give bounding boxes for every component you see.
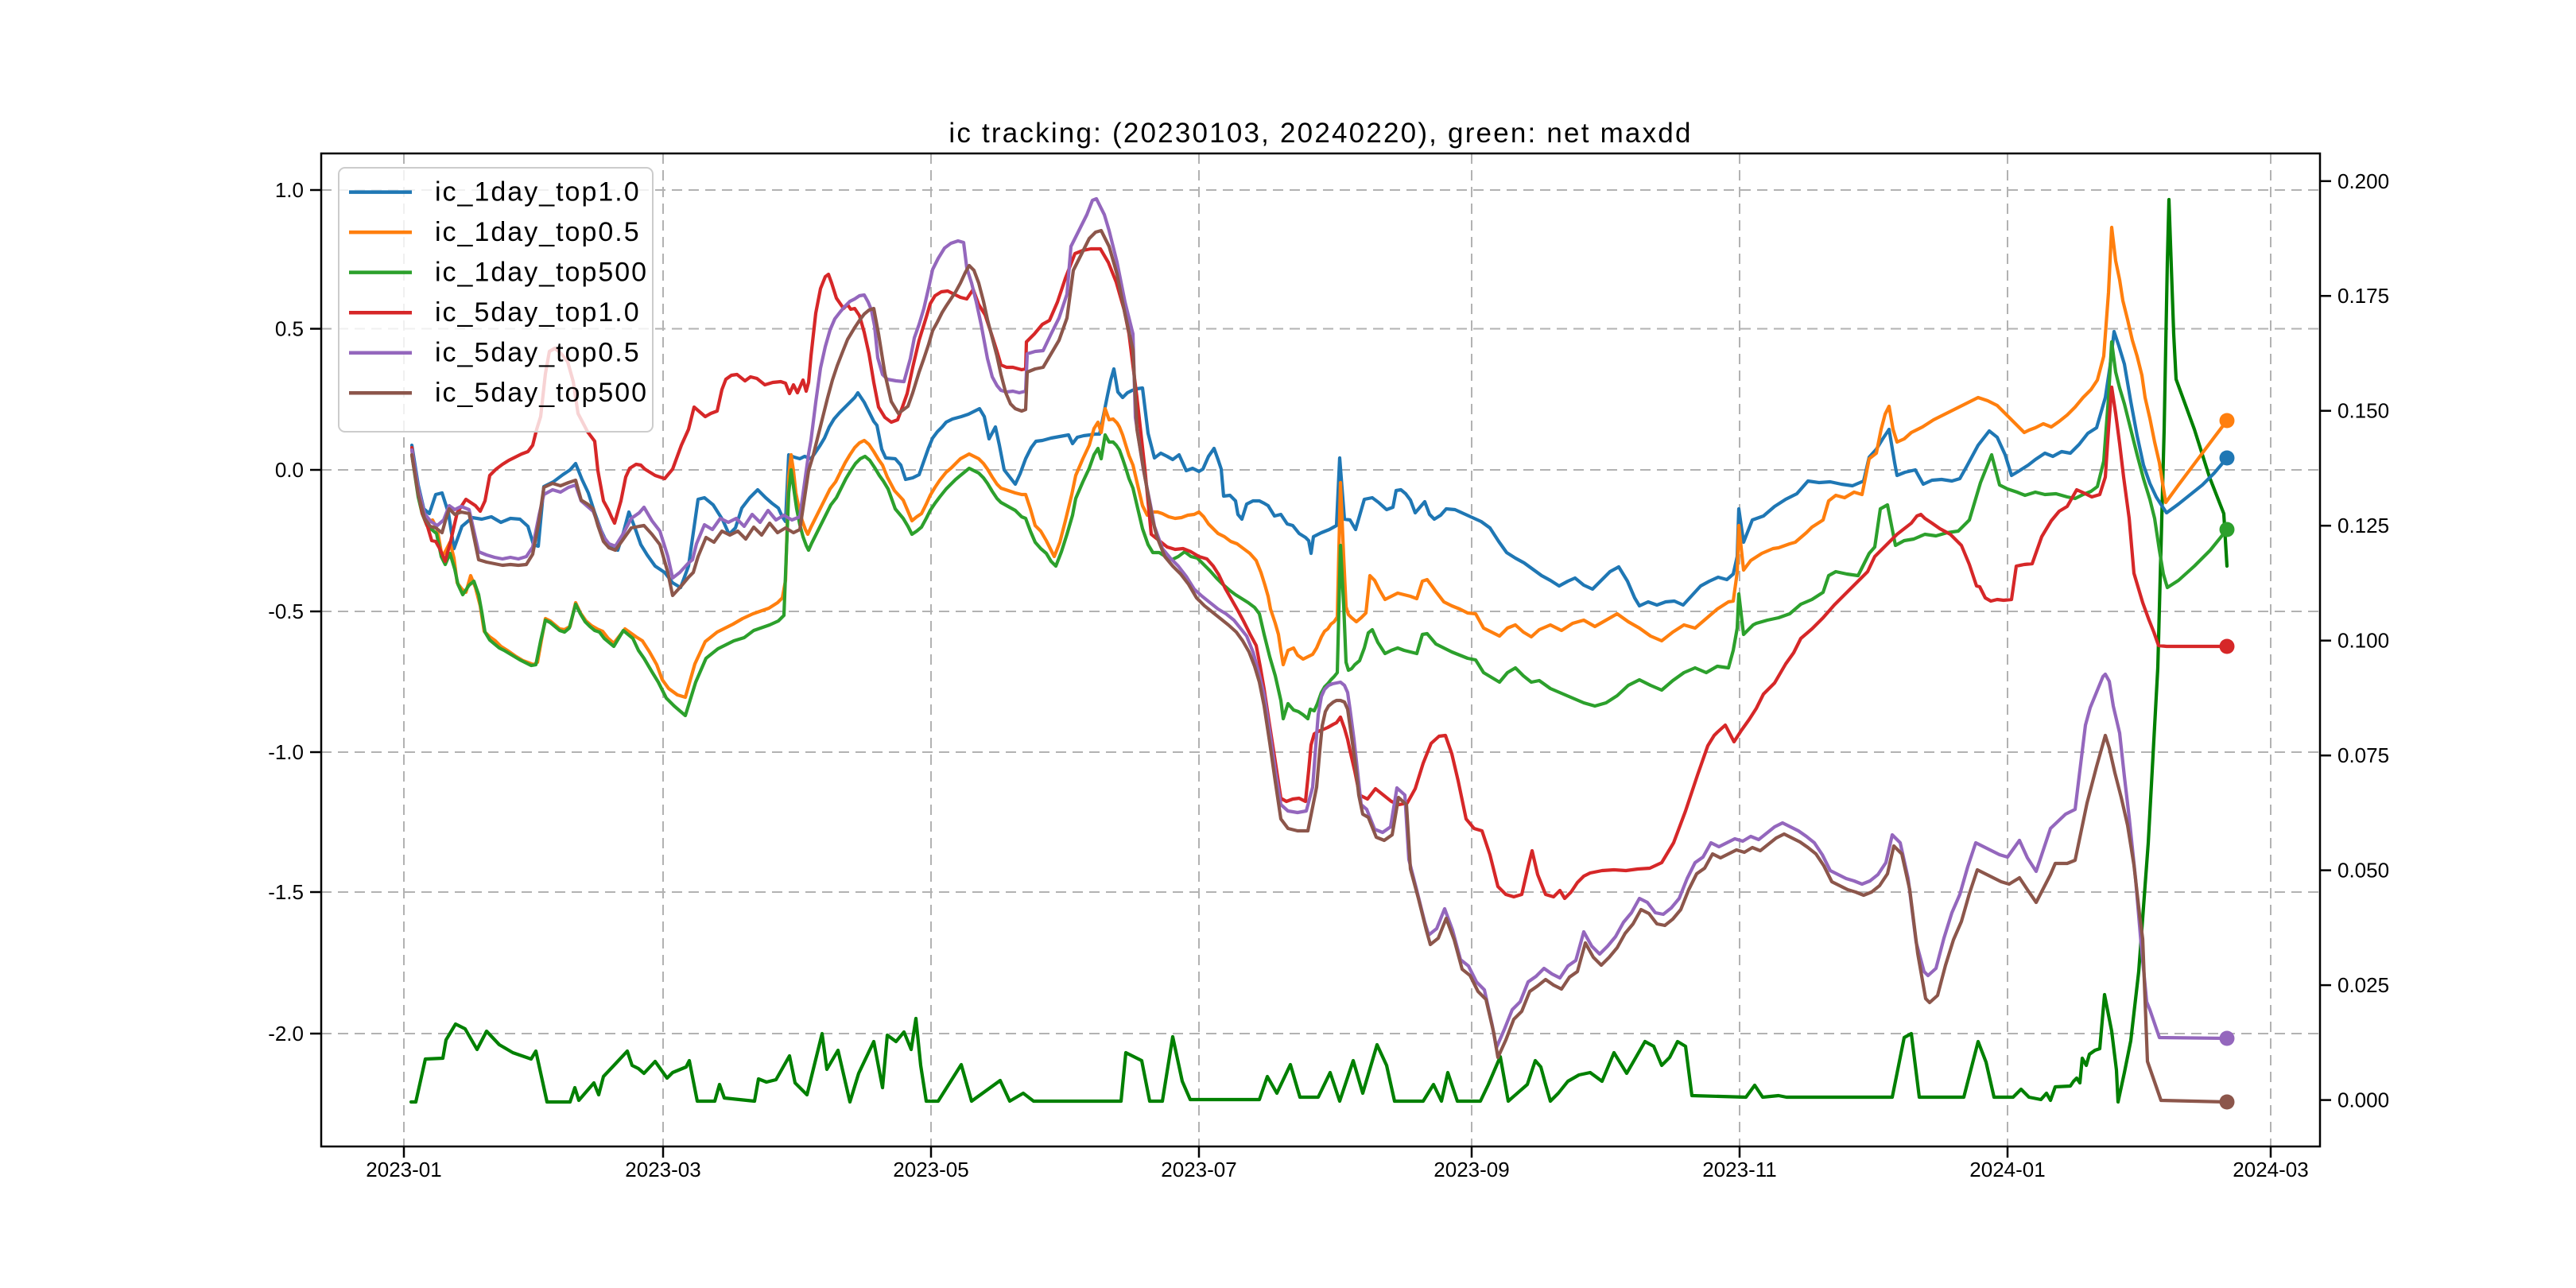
svg-text:0.000: 0.000: [2337, 1088, 2389, 1112]
svg-text:0.150: 0.150: [2337, 399, 2389, 423]
svg-text:2023-03: 2023-03: [625, 1158, 700, 1181]
svg-text:ic_5day_top1.0: ic_5day_top1.0: [435, 297, 641, 328]
svg-text:0.075: 0.075: [2337, 743, 2389, 767]
svg-text:ic_1day_top500: ic_1day_top500: [435, 258, 648, 288]
svg-text:ic tracking: (20230103, 202402: ic tracking: (20230103, 20240220), green…: [949, 118, 1692, 149]
svg-text:-2.0: -2.0: [268, 1022, 304, 1046]
svg-text:ic_5day_top0.5: ic_5day_top0.5: [435, 338, 641, 368]
svg-text:2023-11: 2023-11: [1702, 1158, 1777, 1181]
svg-text:0.025: 0.025: [2337, 973, 2389, 997]
svg-text:-0.5: -0.5: [268, 599, 304, 623]
svg-text:0.050: 0.050: [2337, 859, 2389, 883]
svg-text:0.0: 0.0: [275, 458, 304, 482]
svg-text:-1.5: -1.5: [268, 880, 304, 904]
svg-text:ic_1day_top0.5: ic_1day_top0.5: [435, 217, 641, 247]
svg-text:-1.0: -1.0: [268, 740, 304, 764]
svg-text:2024-03: 2024-03: [2233, 1158, 2308, 1181]
svg-text:1.0: 1.0: [275, 178, 304, 202]
svg-text:2024-01: 2024-01: [1969, 1158, 2045, 1181]
svg-text:2023-05: 2023-05: [893, 1158, 968, 1181]
svg-text:0.100: 0.100: [2337, 629, 2389, 653]
svg-text:0.5: 0.5: [275, 317, 304, 341]
svg-text:0.125: 0.125: [2337, 514, 2389, 537]
svg-text:0.200: 0.200: [2337, 169, 2389, 193]
svg-text:ic_5day_top500: ic_5day_top500: [435, 378, 648, 408]
svg-text:0.175: 0.175: [2337, 284, 2389, 308]
svg-text:2023-01: 2023-01: [366, 1158, 441, 1181]
svg-text:ic_1day_top1.0: ic_1day_top1.0: [435, 177, 641, 208]
svg-text:2023-09: 2023-09: [1433, 1158, 1509, 1181]
svg-text:2023-07: 2023-07: [1161, 1158, 1236, 1181]
